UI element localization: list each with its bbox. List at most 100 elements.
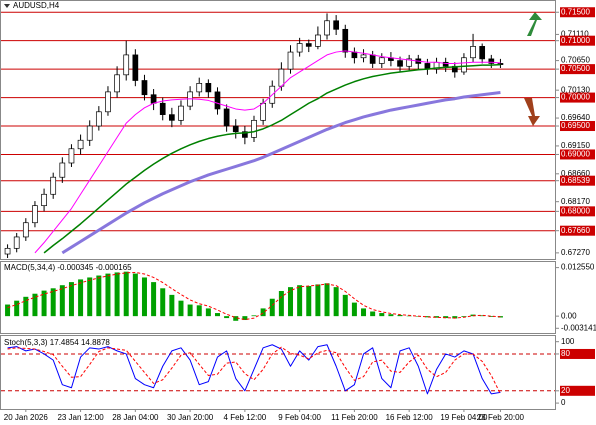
- down-arrow: [524, 98, 540, 126]
- x-tick-label: 11 Feb 20:00: [331, 413, 378, 422]
- candle-body: [214, 91, 221, 110]
- macd-bar: [333, 287, 339, 317]
- y-tick-label: 0: [561, 398, 566, 407]
- y-tick-label: 0.70500: [561, 64, 590, 73]
- candle-body: [169, 114, 175, 121]
- macd-bar: [187, 304, 193, 317]
- candle-body: [132, 54, 139, 81]
- candle-body: [305, 43, 312, 47]
- candle-body: [114, 74, 120, 93]
- candle-body: [351, 51, 358, 59]
- macd-bar: [315, 284, 321, 317]
- macd-bar: [269, 298, 275, 317]
- candle-body: [397, 60, 403, 67]
- level-label-bg: [560, 348, 595, 359]
- level-label-bg: [560, 7, 595, 18]
- symbol-icon: [4, 4, 10, 8]
- macd-bar: [233, 316, 239, 321]
- y-tick-label: 20: [561, 386, 570, 395]
- level-label-bg: [560, 35, 595, 46]
- candle-body: [232, 125, 239, 133]
- candle-body: [461, 57, 467, 73]
- macd-bar: [169, 294, 175, 317]
- y-tick-label: 0.00: [561, 311, 577, 320]
- candle-body: [479, 46, 486, 60]
- level-label-bg: [560, 149, 595, 160]
- macd-bar: [443, 316, 449, 319]
- macd-bar: [260, 308, 266, 317]
- macd-bar: [479, 315, 485, 317]
- y-tick-label: 0.68660: [561, 169, 590, 178]
- level-label-bg: [560, 385, 595, 396]
- macd-bar: [151, 282, 157, 317]
- level-label-bg: [560, 206, 595, 217]
- candle-body: [68, 148, 75, 164]
- macd-bar: [5, 304, 11, 317]
- candle-body: [369, 54, 376, 64]
- macd-bar: [224, 316, 230, 319]
- candle-body: [324, 20, 330, 36]
- series-line: [61, 90, 501, 255]
- chart-title: AUDUSD,H4: [13, 1, 60, 10]
- macd-bar: [96, 275, 102, 317]
- macd-title: MACD(5,34,4) -0.000345 -0.000165: [4, 263, 132, 272]
- candle-body: [105, 91, 111, 113]
- y-tick-label: 0.69500: [561, 121, 590, 130]
- macd-bar: [461, 316, 467, 317]
- candle-body: [141, 80, 148, 96]
- x-tick-label: 23 Jan 12:00: [57, 413, 104, 422]
- candle-body: [205, 83, 212, 93]
- level-label-bg: [560, 121, 595, 132]
- candle-body: [442, 61, 449, 67]
- candle-body: [251, 119, 257, 138]
- macd-bar: [388, 314, 394, 317]
- macd-bar: [452, 316, 458, 319]
- candle-body: [59, 162, 66, 178]
- candle-body: [488, 58, 495, 64]
- candle-body: [41, 193, 47, 207]
- candle-body: [315, 34, 321, 47]
- y-tick-label: 0.71110: [561, 30, 589, 39]
- macd-bar: [324, 283, 330, 317]
- candle-body: [159, 102, 166, 115]
- y-tick-label: 100: [561, 337, 575, 346]
- macd-bar: [397, 314, 403, 317]
- y-tick-label: 0.67660: [561, 226, 590, 235]
- macd-bar: [214, 313, 220, 317]
- macd-bar: [434, 316, 440, 318]
- candle-body: [86, 125, 93, 141]
- candle-body: [260, 102, 266, 121]
- y-tick-label: 0.68000: [561, 206, 590, 215]
- macd-bar: [141, 277, 147, 317]
- series-line: [7, 346, 501, 395]
- candle-body: [342, 28, 349, 53]
- macd-bar: [105, 273, 111, 317]
- candle-body: [178, 105, 184, 121]
- x-tick-label: 20 Jan 2026: [4, 413, 49, 422]
- main-panel: [0, 0, 556, 260]
- up-arrow: [527, 12, 542, 36]
- macd-bar: [205, 308, 211, 317]
- y-tick-label: 0.71500: [561, 7, 590, 16]
- candle-body: [406, 58, 413, 67]
- y-tick-label: 80: [561, 349, 570, 358]
- y-tick-label: 0.68170: [561, 197, 590, 206]
- macd-bar: [114, 272, 120, 317]
- macd-bar: [23, 296, 29, 317]
- y-tick-label: 0.69640: [561, 113, 590, 122]
- y-tick-label: 0.69000: [561, 150, 590, 159]
- x-tick-label: 16 Feb 12:00: [386, 413, 434, 422]
- candle-body: [296, 43, 303, 53]
- candle-body: [150, 94, 157, 104]
- series-line: [34, 50, 501, 254]
- macd-bar: [132, 273, 138, 317]
- candle-body: [22, 222, 29, 238]
- series-line: [7, 344, 501, 395]
- level-label-bg: [560, 92, 595, 103]
- y-tick-label: 0.70650: [561, 56, 590, 65]
- macd-bar: [379, 313, 385, 317]
- y-tick-label: 0.012550: [561, 263, 595, 272]
- candle-body: [333, 20, 339, 30]
- candle-body: [360, 54, 367, 59]
